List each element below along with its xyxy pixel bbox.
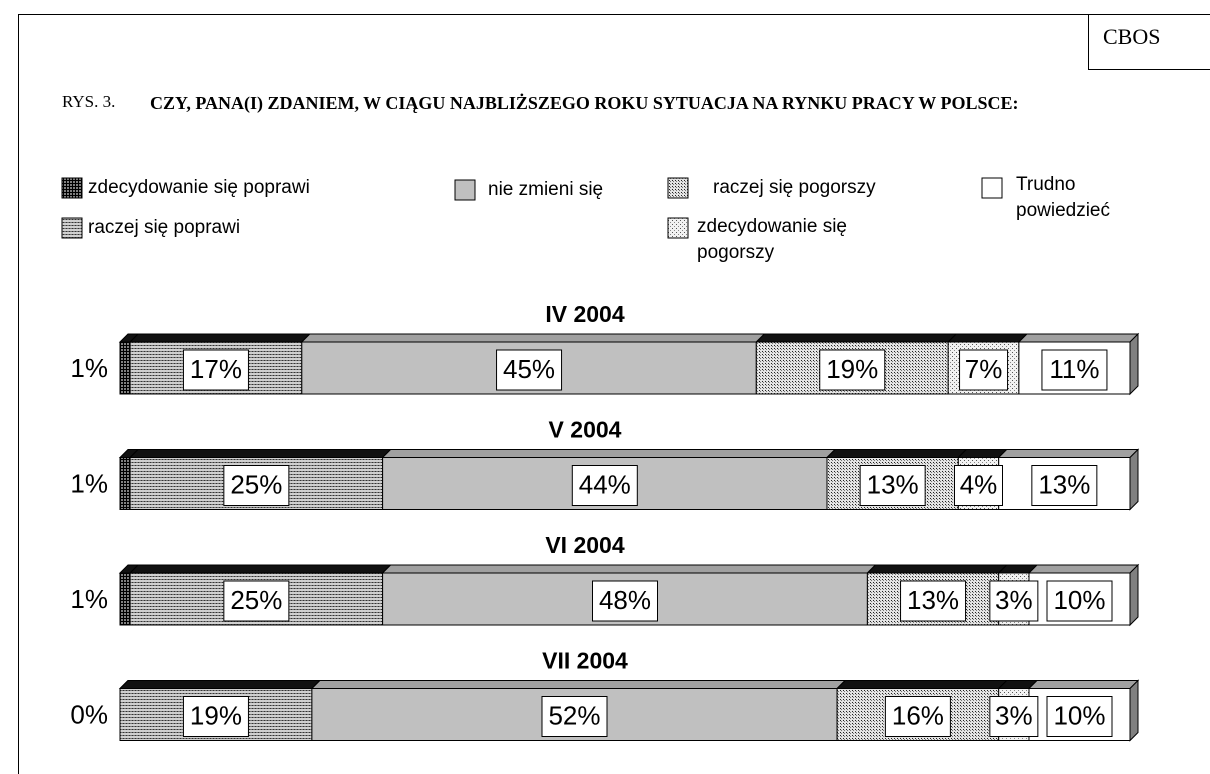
value-label: 0% (70, 699, 108, 729)
value-label: 16% (892, 700, 944, 730)
value-label: 4% (960, 469, 998, 499)
category-label: VII 2004 (542, 648, 628, 674)
value-label-box (1031, 465, 1098, 506)
legend-swatch (667, 177, 689, 199)
bar-side (1129, 332, 1139, 396)
value-label-box (182, 349, 249, 391)
bar-top (300, 333, 766, 343)
value-label-box (496, 349, 563, 391)
value-label-box (571, 465, 638, 506)
value-label: 25% (230, 469, 282, 499)
category-label: V 2004 (549, 417, 622, 443)
bar-top (946, 333, 1029, 343)
value-label: 1% (70, 584, 108, 614)
value-label: 10% (1053, 585, 1105, 615)
value-label: 52% (548, 700, 600, 730)
value-label: 19% (190, 700, 242, 730)
value-label-box (819, 349, 886, 391)
bar-top (128, 333, 312, 343)
bar-segment (119, 572, 131, 626)
legend-label: zdecydowanie się poprawi (88, 177, 310, 198)
bar-top (381, 449, 837, 458)
value-label-box (900, 580, 967, 622)
value-label: 1% (70, 353, 108, 383)
value-label-box (989, 696, 1039, 737)
value-label: 7% (965, 354, 1003, 384)
chart-title: CZY, PANA(I) ZDANIEM, W CIĄGU NAJBLIŻSZE… (150, 93, 1019, 113)
legend-swatch (61, 217, 83, 239)
category-label: VI 2004 (545, 532, 624, 558)
value-label: 1% (70, 468, 108, 498)
value-label-box (1046, 696, 1113, 737)
figure-label: RYS. 3. (62, 92, 116, 111)
value-label-box (541, 696, 608, 737)
legend-swatch (981, 177, 1003, 199)
bar-side (1129, 679, 1139, 742)
bar-top (835, 680, 1008, 689)
legend-swatch (667, 217, 689, 239)
value-label: 3% (995, 700, 1033, 730)
category-label: IV 2004 (545, 301, 624, 327)
value-label-box (884, 696, 951, 737)
legend-label: raczej się poprawi (88, 217, 241, 238)
bar-top (310, 680, 847, 689)
value-label-box (859, 465, 926, 506)
value-label-box (1041, 349, 1108, 391)
bar-top (128, 564, 392, 574)
bar-top (1027, 564, 1140, 574)
legend-swatch (61, 177, 83, 199)
bar-side (1129, 448, 1139, 511)
value-label: 45% (503, 354, 555, 384)
value-label: 13% (1038, 469, 1090, 499)
bar-top (1027, 680, 1140, 689)
value-label: 19% (826, 354, 878, 384)
value-label: 17% (190, 354, 242, 384)
frame (18, 14, 1210, 774)
legend-label: zdecydowanie się pogorszy (697, 216, 847, 263)
value-label: 13% (867, 469, 919, 499)
bar-top (997, 449, 1140, 458)
value-label-box (223, 580, 290, 622)
bar-top (118, 680, 322, 689)
value-label: 11% (1049, 354, 1099, 384)
legend-swatch (454, 179, 476, 201)
value-label-box (954, 465, 1003, 506)
bar-top (128, 449, 392, 458)
value-label: 3% (995, 585, 1033, 615)
bar-side (1129, 563, 1139, 627)
value-label-box (1046, 580, 1113, 622)
legend-label: Trudno powiedzieć (1016, 174, 1110, 221)
legend-label: raczej się pogorszy (713, 177, 876, 198)
bar-top (825, 449, 968, 458)
value-label-box (989, 580, 1039, 622)
value-label-box (959, 349, 1009, 391)
bar-top (381, 564, 877, 574)
value-label: 13% (907, 585, 959, 615)
value-label: 48% (599, 585, 651, 615)
value-label-box (592, 580, 658, 622)
value-label: 25% (230, 585, 282, 615)
value-label: 10% (1053, 700, 1105, 730)
value-label: 44% (579, 469, 631, 499)
bar-top (1017, 333, 1140, 343)
bar-top (755, 333, 958, 343)
bar-segment (119, 341, 131, 395)
value-label-box (182, 696, 249, 737)
value-label-box (223, 465, 290, 506)
source: CBOS (1088, 14, 1210, 70)
bar-segment (119, 457, 131, 510)
bar-top (866, 564, 1008, 574)
legend-label: nie zmieni się (488, 179, 604, 200)
